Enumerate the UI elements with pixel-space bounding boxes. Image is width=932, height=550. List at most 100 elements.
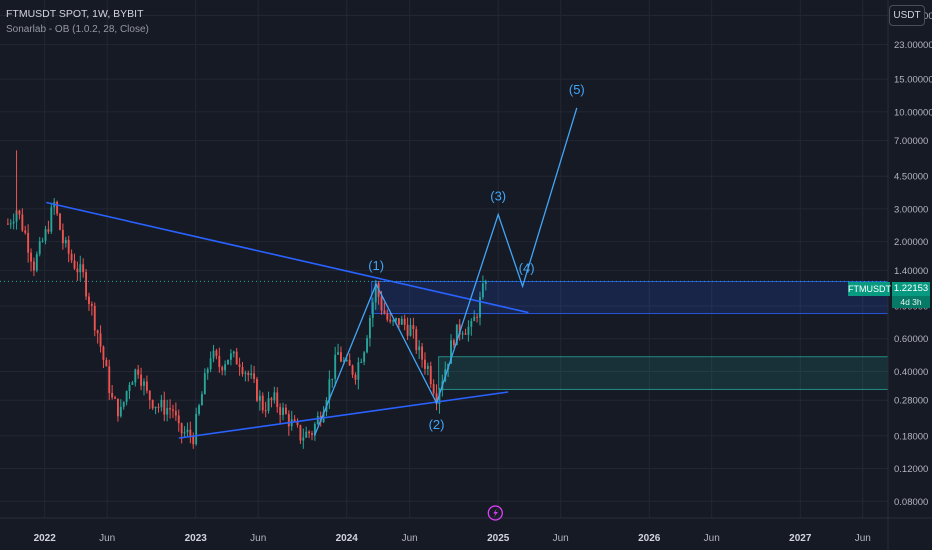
candle-body — [59, 213, 61, 230]
candle-body — [218, 355, 221, 368]
candle-body — [79, 264, 82, 273]
candle-body — [340, 352, 342, 362]
candle-body — [247, 372, 250, 376]
price-tick-label: 0.60000 — [894, 334, 928, 345]
trendlines — [0, 201, 888, 439]
candle-body — [467, 326, 470, 335]
candle-body — [128, 384, 131, 392]
indicator-title[interactable]: Sonarlab - OB (1.0.2, 28, Close) — [6, 24, 149, 35]
order-block-zone — [371, 280, 889, 315]
order-block-zone — [438, 356, 889, 390]
candle-body — [284, 407, 287, 414]
candle-body — [206, 369, 209, 374]
candle-body — [93, 305, 96, 331]
candle-body — [229, 353, 232, 360]
price-axis[interactable]: 33.0000023.0000015.0000010.000007.000004… — [887, 0, 932, 550]
candle-body — [351, 365, 354, 375]
candle-body — [418, 346, 421, 351]
candle-body — [374, 283, 377, 303]
candle-body — [481, 283, 484, 298]
elliott-wave: (1) (2) (3) (4) (5) — [313, 82, 585, 437]
candle-body — [342, 360, 345, 362]
candle-body — [473, 316, 476, 322]
candle-body — [76, 268, 79, 273]
symbol-title[interactable]: FTMUSDT SPOT, 1W, BYBIT — [6, 8, 144, 20]
candle-body — [273, 392, 276, 401]
candle-body — [44, 229, 47, 241]
candle-body — [195, 413, 198, 445]
candle-body — [140, 374, 143, 386]
candle-body — [406, 324, 409, 336]
candle-body — [429, 365, 432, 385]
candle-body — [116, 398, 119, 417]
candle-body — [148, 390, 151, 401]
candle-body — [166, 408, 169, 415]
candle-body — [395, 318, 397, 321]
candle-body — [287, 413, 290, 427]
candle-body — [415, 329, 418, 351]
candle-body — [409, 325, 412, 336]
candle-body — [270, 398, 273, 401]
price-tick-label: 0.28000 — [894, 396, 928, 407]
price-tag-price: 1.22153 — [892, 282, 930, 296]
candle-body — [337, 352, 340, 355]
wave-label: (5) — [569, 82, 585, 97]
wave-label: (2) — [429, 417, 445, 432]
candle-body — [366, 338, 368, 353]
time-tick-label: Jun — [855, 533, 871, 544]
lightning-bolt-icon — [493, 508, 498, 518]
candle-body — [180, 423, 183, 434]
candle-body — [244, 372, 247, 374]
candle-body — [331, 378, 334, 380]
candle-body — [47, 229, 50, 232]
candle-body — [279, 407, 282, 415]
candle-body — [125, 391, 128, 402]
order-block-zones — [371, 280, 889, 390]
candle-body — [328, 379, 331, 401]
candle-body — [389, 319, 392, 322]
candle-body — [464, 333, 467, 335]
candle-body — [345, 359, 348, 361]
candle-body — [169, 408, 172, 410]
time-tick-label: Jun — [250, 533, 266, 544]
candle-body — [70, 253, 73, 261]
candle-body — [27, 232, 30, 253]
time-tick-label: Jun — [704, 533, 720, 544]
candle-body — [38, 241, 41, 255]
candle-body — [56, 201, 59, 214]
time-tick-label: 2023 — [185, 533, 208, 544]
candle-body — [99, 333, 102, 347]
candle-body — [305, 431, 308, 438]
time-axis[interactable]: 2022 Jun 2023 Jun 2024 Jun 2025 Jun 2026 Jun 2027 J… — [0, 517, 932, 544]
currency-button[interactable]: USDT — [889, 5, 925, 26]
candle-body — [114, 397, 116, 399]
price-tick-label: 10.00000 — [894, 107, 932, 118]
candle-body — [212, 350, 215, 359]
candle-body — [368, 317, 371, 339]
price-tick-label: 3.00000 — [894, 204, 928, 215]
price-tag-countdown: 4d 3h — [892, 296, 930, 308]
candle-body — [82, 264, 85, 273]
candle-body — [357, 362, 360, 380]
candle-body — [163, 399, 166, 415]
candle-body — [311, 433, 313, 435]
candle-body — [131, 382, 134, 385]
price-tick-label: 7.00000 — [894, 136, 928, 147]
lightning-icon — [487, 505, 503, 521]
candle-body — [192, 435, 195, 445]
price-tick-label: 2.00000 — [894, 237, 928, 248]
candle-body — [61, 229, 64, 244]
time-tick-label: Jun — [402, 533, 418, 544]
candle-body — [293, 419, 296, 422]
candle-body — [258, 395, 261, 401]
candle-body — [256, 378, 258, 401]
time-tick-label: 2027 — [789, 533, 812, 544]
candle-body — [102, 346, 105, 361]
candle-body — [253, 373, 256, 379]
candle-body — [334, 354, 337, 379]
candle-body — [264, 410, 267, 412]
candle-body — [241, 367, 244, 374]
candle-body — [452, 340, 455, 346]
candle-body — [6, 223, 9, 225]
